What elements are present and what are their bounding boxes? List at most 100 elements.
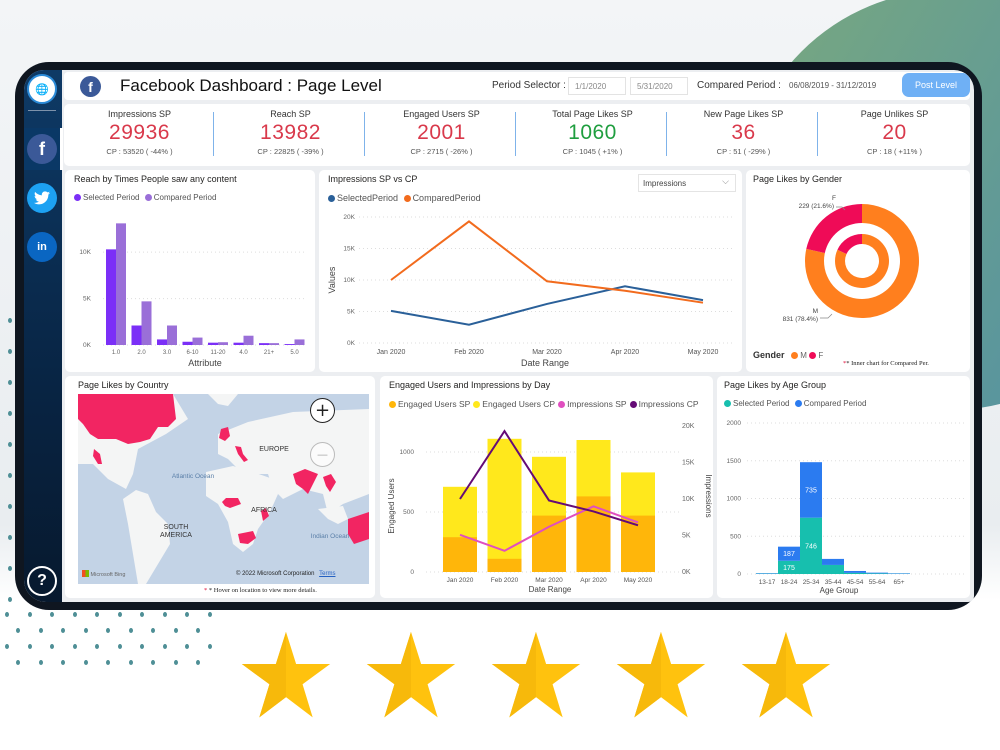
svg-text:5K: 5K — [83, 296, 92, 303]
map-label: AFRICA — [251, 507, 277, 514]
world-map[interactable] — [78, 394, 369, 584]
metric-dropdown-value: Impressions — [643, 179, 687, 188]
svg-text:35-44: 35-44 — [825, 579, 842, 586]
map-note-text: * Hover on location to view more details… — [208, 587, 317, 594]
kpi-value: 2001 — [417, 121, 466, 144]
legend-dot-icon — [794, 400, 802, 407]
header-bar: f Facebook Dashboard : Page Level Period… — [64, 72, 970, 100]
svg-text:May 2020: May 2020 — [624, 577, 653, 584]
legend-dot-icon — [629, 401, 637, 408]
map-label: SOUTH AMERICA — [160, 524, 192, 540]
svg-text:Date Range: Date Range — [521, 358, 569, 368]
gender-legend-title: Gender — [753, 350, 785, 360]
map-zoom-in-button[interactable]: + — [310, 398, 335, 423]
svg-text:2000: 2000 — [727, 420, 742, 427]
chevron-down-icon: ⌵ — [722, 176, 729, 186]
period-start-input[interactable]: 1/1/2020 — [568, 77, 626, 95]
period-selector-label: Period Selector : — [492, 80, 566, 91]
kpi-compare: CP : 53520 ( -44% ) — [106, 147, 173, 156]
age-chart-card: Page Likes by Age Group Selected Period … — [717, 376, 970, 598]
legend-label: Selected Period — [733, 399, 790, 408]
legend-dot-icon — [473, 401, 481, 408]
linkedin-icon[interactable]: in — [27, 232, 57, 262]
kpi-separator — [213, 112, 214, 156]
map-note: * * Hover on location to view more detai… — [204, 587, 317, 594]
svg-text:Jan 2020: Jan 2020 — [377, 349, 406, 356]
logo-icon[interactable]: 🌐 — [27, 74, 57, 104]
legend-dot-icon — [74, 194, 81, 201]
gender-chart-title: Page Likes by Gender — [753, 174, 843, 184]
svg-text:1000: 1000 — [400, 449, 415, 456]
svg-text:21+: 21+ — [264, 350, 275, 356]
kpi-separator — [515, 112, 516, 156]
kpi-label: New Page Likes SP — [703, 109, 784, 119]
period-end-input[interactable]: 5/31/2020 — [630, 77, 688, 95]
svg-text:Apr 2020: Apr 2020 — [580, 577, 607, 584]
bing-label: Microsoft Bing — [90, 572, 126, 578]
svg-text:5.0: 5.0 — [290, 350, 299, 356]
metric-dropdown[interactable]: Impressions ⌵ — [638, 174, 736, 192]
kpi-impressions-sp: Impressions SP 29936 CP : 53520 ( -44% ) — [64, 104, 215, 164]
impressions-chart-legend: SelectedPeriod ComparedPeriod — [328, 193, 481, 203]
svg-text:13-17: 13-17 — [759, 579, 776, 586]
svg-text:5K: 5K — [347, 309, 356, 316]
svg-text:4.0: 4.0 — [239, 350, 248, 356]
svg-text:746: 746 — [805, 543, 817, 550]
kpi-value: 13982 — [260, 121, 321, 144]
svg-text:6-10: 6-10 — [186, 350, 199, 356]
gender-chart-card: Page Likes by Gender F 229 (21.6%) M 831 (7… — [746, 170, 970, 372]
minus-icon: — — [317, 448, 328, 461]
microsoft-logo-icon — [82, 570, 89, 577]
kpi-page-unlikes-sp: Page Unlikes SP 20 CP : 18 ( +11% ) — [819, 104, 970, 164]
svg-text:10K: 10K — [343, 277, 355, 284]
age-bar-chart: 0 500 1000 1500 2000 13-17 175 187 18-24 746 735 25… — [727, 420, 965, 595]
kpi-value: 20 — [882, 121, 907, 144]
twitter-icon[interactable] — [27, 183, 57, 213]
bing-logo: Microsoft Bing — [82, 570, 125, 578]
legend-label: Selected Period — [83, 193, 140, 202]
legend-dot-icon — [403, 195, 411, 202]
legend-label: Compared Period — [803, 399, 867, 408]
legend-dot-icon — [809, 352, 817, 359]
svg-text:20K: 20K — [343, 214, 355, 221]
svg-text:0: 0 — [410, 569, 414, 576]
svg-text:Values: Values — [327, 266, 337, 293]
legend-label: Engaged Users CP — [482, 399, 556, 409]
star-icon — [490, 630, 582, 722]
map-zoom-out-button[interactable]: — — [310, 442, 335, 467]
svg-text:2.0: 2.0 — [137, 350, 146, 356]
kpi-value: 29936 — [109, 121, 170, 144]
map-label: Indian Ocean — [310, 533, 350, 540]
svg-text:Age Group: Age Group — [820, 586, 859, 595]
kpi-separator — [364, 112, 365, 156]
help-icon[interactable]: ? — [27, 566, 57, 596]
terms-link[interactable]: Terms — [319, 571, 336, 577]
kpi-compare: CP : 2715 ( -26% ) — [410, 147, 473, 156]
legend-label: Engaged Users SP — [398, 399, 471, 409]
kpi-label: Engaged Users SP — [403, 109, 480, 119]
plus-icon: + — [314, 400, 331, 421]
sidebar-active-indicator — [60, 128, 63, 170]
twitter-bird-icon — [34, 191, 50, 205]
svg-text:Mar 2020: Mar 2020 — [532, 349, 562, 356]
facebook-icon[interactable]: f — [27, 134, 57, 164]
kpi-compare: CP : 22825 ( -39% ) — [257, 147, 324, 156]
engaged-chart-title: Engaged Users and Impressions by Day — [389, 380, 551, 390]
map-title: Page Likes by Country — [78, 380, 169, 390]
dashboard-screen: 🌐 f in ? f Facebook Dashboard : Page Lev… — [24, 70, 974, 602]
legend-dot-icon — [558, 401, 566, 408]
post-level-button[interactable]: Post Level — [902, 73, 970, 97]
kpi-engaged-users-sp: Engaged Users SP 2001 CP : 2715 ( -26% ) — [366, 104, 517, 164]
age-chart-title: Page Likes by Age Group — [724, 380, 827, 390]
svg-text:Date Range: Date Range — [529, 585, 572, 594]
legend-dot-icon — [328, 195, 335, 202]
legend-label: SelectedPeriod — [337, 193, 399, 203]
legend-label: ComparedPeriod — [412, 193, 481, 203]
svg-text:65+: 65+ — [893, 579, 904, 586]
kpi-separator — [817, 112, 818, 156]
svg-text:5K: 5K — [682, 533, 691, 540]
svg-text:1500: 1500 — [727, 458, 742, 465]
reach-bar-chart: 0K 5K 10K 1.0 2.0 3.0 6-10 11-20 4.0 21+ 5.0 Attrib… — [79, 223, 307, 368]
svg-text:Impressions: Impressions — [704, 474, 713, 517]
kpi-strip: Impressions SP 29936 CP : 53520 ( -44% ) Re… — [64, 104, 970, 166]
